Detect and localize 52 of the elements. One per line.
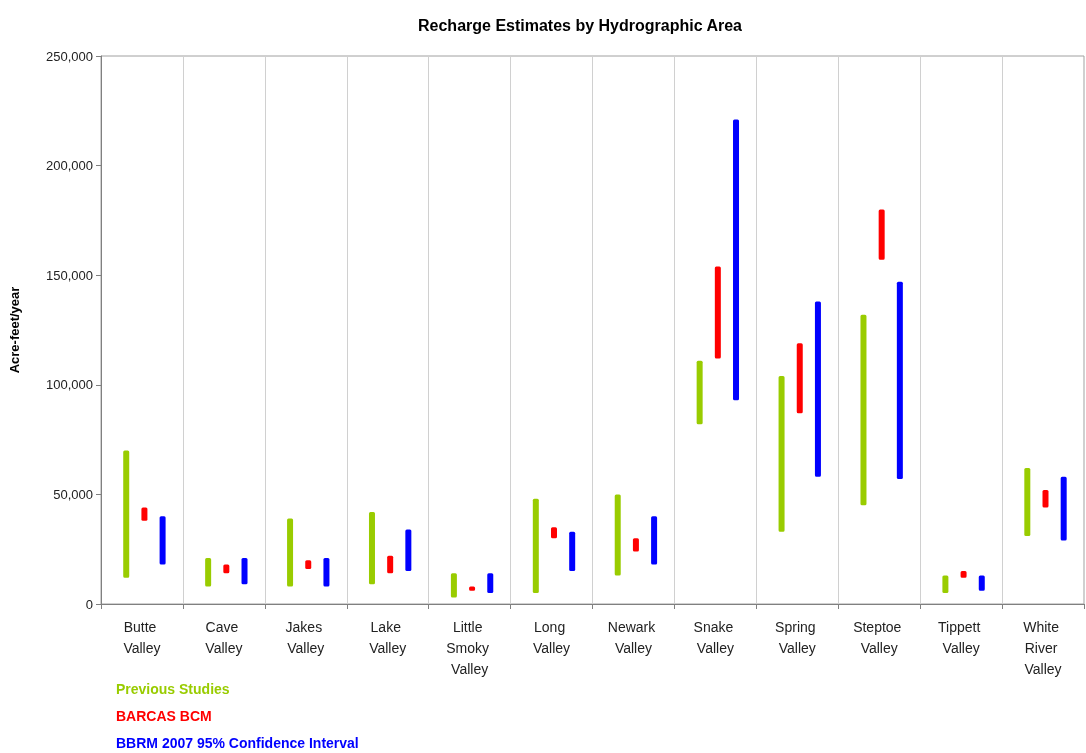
bar (323, 557, 330, 587)
y-tick-label: 150,000 (46, 267, 93, 283)
bar (450, 573, 457, 598)
bar (123, 450, 130, 578)
bar (860, 314, 867, 506)
bar (1060, 476, 1067, 541)
text: Previous Studies (116, 681, 230, 697)
bar (942, 575, 949, 594)
x-tick-label: Long Valley (532, 618, 571, 656)
bar (714, 266, 721, 359)
y-tick-label: 50,000 (53, 486, 93, 502)
y-axis-title: Acre-feet/year (7, 286, 22, 374)
bar (978, 575, 985, 591)
x-tick-label: White River Valley (1023, 618, 1063, 677)
bar (896, 281, 903, 480)
x-tick-label: Steptoe Valley (853, 618, 906, 656)
x-tick-label: Butte Valley (123, 618, 161, 656)
bar (614, 494, 621, 576)
text: BBRM 2007 95% Confidence Interval (116, 735, 359, 751)
bar (814, 301, 821, 477)
bar (796, 343, 803, 414)
bar (487, 573, 494, 594)
x-tick-label: Lake Valley (369, 618, 407, 656)
bar (569, 531, 576, 572)
y-tick-label: 250,000 (46, 48, 93, 64)
bar (651, 516, 658, 565)
y-tick-label: 200,000 (46, 158, 93, 174)
text: BARCAS BCM (116, 708, 212, 724)
x-tick-label: Newark Valley (607, 618, 660, 656)
bar (205, 557, 212, 587)
bar (287, 518, 294, 587)
x-tick-label: Little Smoky Valley (446, 618, 493, 677)
bar (405, 529, 412, 572)
x-tick-label: Snake Valley (693, 618, 738, 656)
bar (368, 511, 375, 585)
chart-title: Recharge Estimates by Hydrographic Area (418, 16, 743, 34)
bar (1042, 490, 1049, 508)
bar (878, 209, 885, 260)
bar (696, 360, 703, 425)
x-tick-label: Tippett Valley (938, 618, 985, 656)
bar (1024, 468, 1031, 537)
y-tick-label: 100,000 (46, 377, 93, 393)
x-tick-label: Jakes Valley (285, 618, 327, 656)
x-tick-label: Spring Valley (775, 618, 820, 656)
bar (778, 376, 785, 532)
bar (241, 557, 248, 585)
y-tick-label: 0 (85, 596, 93, 612)
bar (387, 555, 394, 574)
bar (159, 516, 166, 565)
bar (532, 498, 539, 594)
x-tick-label: Cave Valley (205, 618, 243, 656)
bar (733, 119, 740, 401)
